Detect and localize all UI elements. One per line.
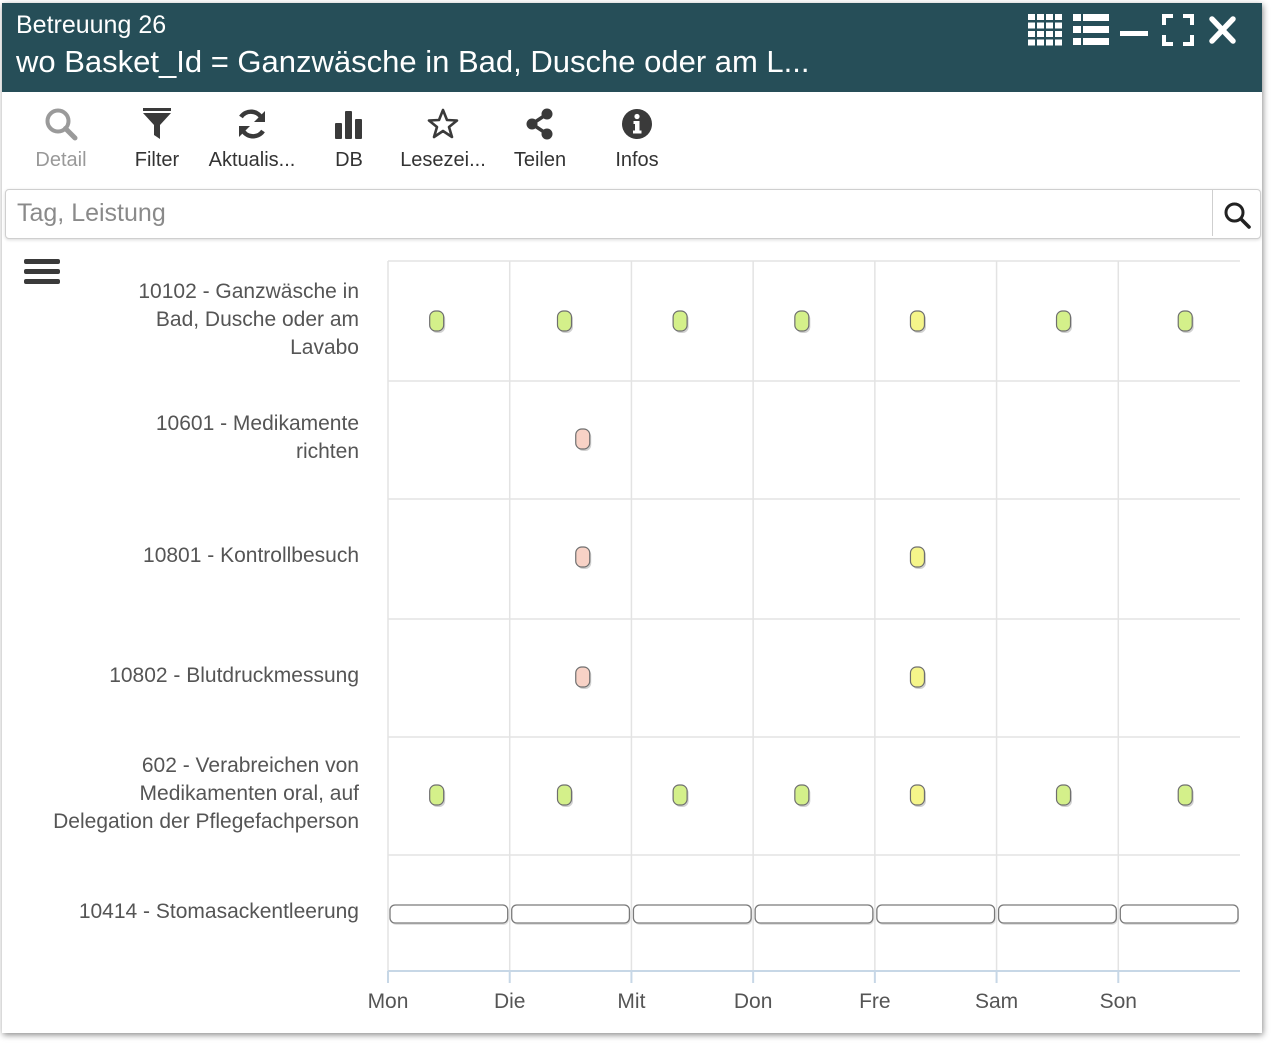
- task-marker-red[interactable]: [575, 428, 591, 450]
- task-marker-green[interactable]: [794, 310, 810, 332]
- window-subtitle: wo Basket_Id = Ganzwäsche in Bad, Dusche…: [16, 44, 810, 79]
- row-label-10801: 10801 - Kontrollbesuch: [143, 544, 359, 567]
- x-axis-label-fre: Fre: [859, 990, 891, 1013]
- task-marker-green[interactable]: [429, 784, 445, 806]
- window-controls: [1028, 12, 1248, 48]
- hamburger-menu-icon[interactable]: [24, 259, 60, 289]
- task-marker-yellow[interactable]: [909, 784, 926, 806]
- bookmark-label: Lesezei...: [400, 149, 486, 171]
- task-bar[interactable]: [511, 904, 631, 924]
- search-input[interactable]: [6, 190, 1206, 236]
- share-label: Teilen: [513, 149, 567, 171]
- filter-button[interactable]: Filter: [109, 99, 205, 183]
- task-marker-green[interactable]: [1055, 784, 1072, 806]
- detail-label: Detail: [35, 149, 87, 171]
- x-axis-label-son: Son: [1100, 990, 1137, 1013]
- task-marker-green[interactable]: [1177, 784, 1193, 806]
- x-axis-label-mon: Mon: [368, 990, 409, 1013]
- task-marker-green[interactable]: [429, 310, 445, 332]
- title-bar: Betreuung 26 wo Basket_Id = Ganzwäsche i…: [2, 3, 1262, 92]
- db-button[interactable]: DB: [301, 99, 397, 183]
- task-marker-green[interactable]: [1177, 310, 1193, 332]
- refresh-icon: [239, 109, 265, 139]
- task-marker-green[interactable]: [794, 784, 810, 806]
- refresh-label: Aktualis...: [208, 149, 296, 171]
- x-axis-label-don: Don: [734, 990, 773, 1013]
- window-title: Betreuung 26: [16, 11, 167, 39]
- info-icon: [622, 109, 652, 139]
- task-bar[interactable]: [1119, 904, 1239, 924]
- toolbar: Detail Filter Aktualis... DB: [2, 99, 1262, 183]
- x-axis-label-sam: Sam: [975, 990, 1018, 1013]
- task-bar[interactable]: [876, 904, 996, 924]
- x-axis-label-mit: Mit: [617, 990, 645, 1013]
- task-bar[interactable]: [389, 904, 509, 924]
- search-button[interactable]: [1212, 190, 1260, 236]
- task-marker-green[interactable]: [556, 310, 573, 332]
- maximize-icon[interactable]: [1162, 14, 1194, 51]
- row-label-10414: 10414 - Stomasackentleerung: [78, 900, 359, 923]
- share-icon: [526, 108, 553, 140]
- search-icon: [45, 108, 78, 141]
- task-bar[interactable]: [632, 904, 752, 924]
- info-button[interactable]: Infos: [589, 99, 685, 183]
- close-icon[interactable]: [1208, 14, 1238, 51]
- task-marker-yellow[interactable]: [909, 666, 926, 688]
- detail-button[interactable]: Detail: [13, 99, 109, 183]
- task-marker-green[interactable]: [556, 784, 573, 806]
- x-axis-label-die: Die: [494, 990, 526, 1013]
- share-button[interactable]: Teilen: [492, 99, 588, 183]
- row-label-10601: 10601 - Medikamente richten: [155, 412, 359, 463]
- task-marker-green[interactable]: [672, 310, 688, 332]
- refresh-button[interactable]: Aktualis...: [204, 99, 300, 183]
- row-label-10802: 10802 - Blutdruckmessung: [109, 664, 359, 687]
- task-marker-yellow[interactable]: [909, 546, 926, 568]
- task-marker-green[interactable]: [672, 784, 688, 806]
- minimize-icon[interactable]: [1120, 14, 1150, 51]
- row-label-602: 602 - Verabreichen von Medikamenten oral…: [53, 754, 359, 833]
- db-label: DB: [335, 149, 363, 171]
- task-marker-green[interactable]: [1055, 310, 1072, 332]
- filter-label: Filter: [134, 149, 180, 171]
- task-bar[interactable]: [997, 904, 1117, 924]
- bookmark-button[interactable]: Lesezei...: [395, 99, 491, 183]
- grid-icon[interactable]: [1028, 14, 1062, 51]
- row-label-10102: 10102 - Ganzwäsche in Bad, Dusche oder a…: [138, 280, 359, 359]
- search-box: [5, 189, 1261, 239]
- filter-icon: [143, 108, 171, 139]
- task-marker-red[interactable]: [575, 666, 591, 688]
- bar-chart-icon: [335, 111, 362, 139]
- app-window: Betreuung 26 wo Basket_Id = Ganzwäsche i…: [2, 3, 1262, 1033]
- info-label: Infos: [615, 149, 659, 171]
- task-bar[interactable]: [754, 904, 874, 924]
- list-icon[interactable]: [1073, 14, 1109, 51]
- task-marker-red[interactable]: [575, 546, 591, 568]
- task-marker-yellow[interactable]: [909, 310, 926, 332]
- search-icon: [1224, 202, 1251, 229]
- schedule-chart: Mon Die Mit Don Fre Sam Son: [368, 260, 1240, 1013]
- star-icon: [427, 108, 459, 139]
